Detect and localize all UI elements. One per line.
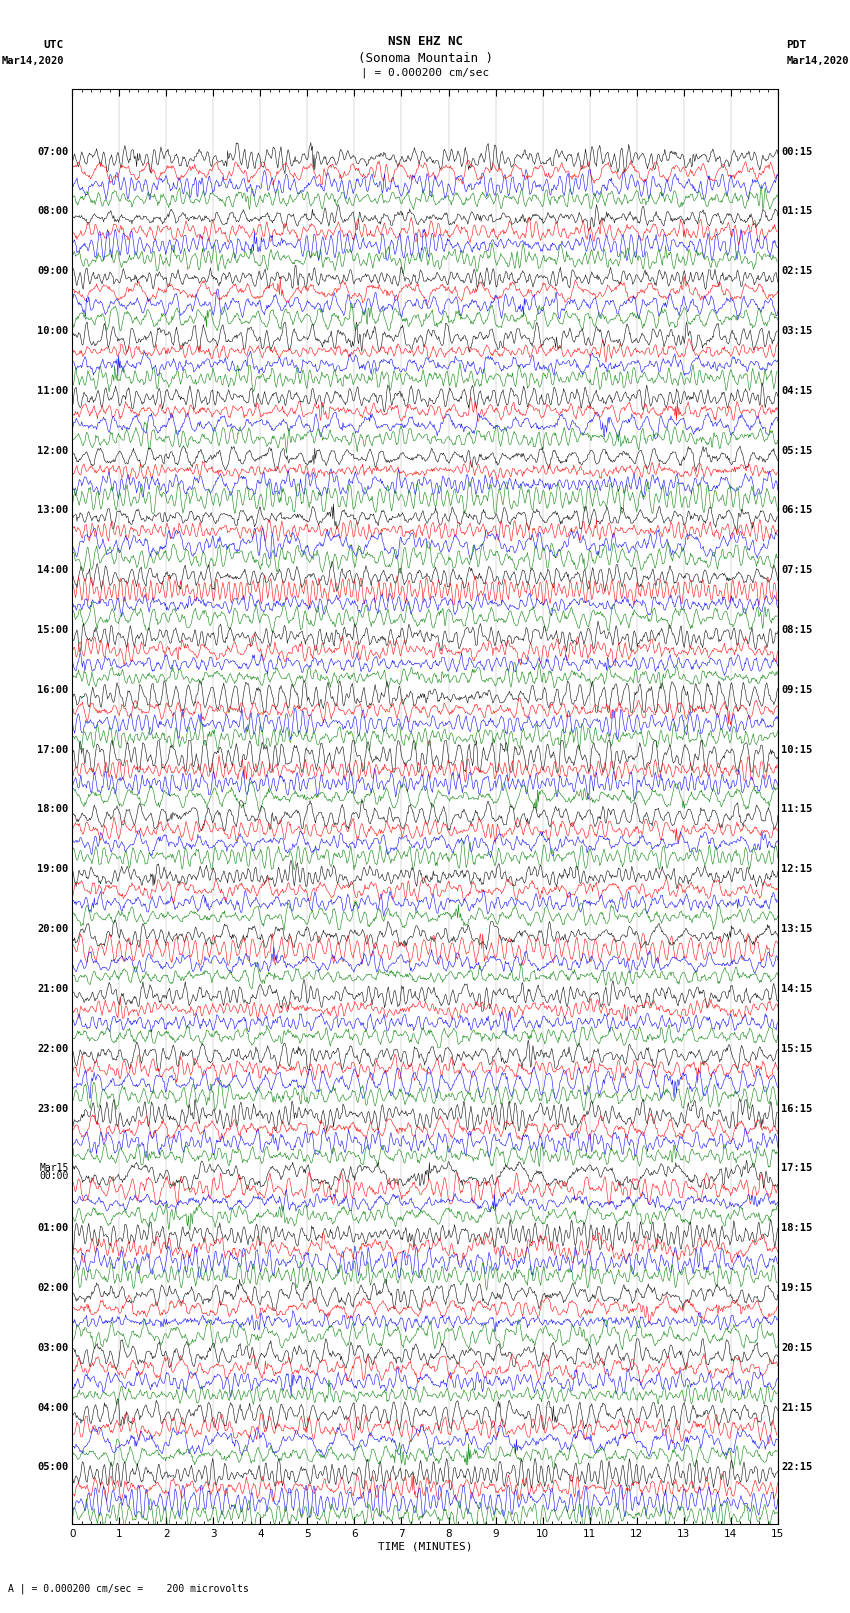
- Text: 14:15: 14:15: [781, 984, 813, 994]
- Text: 19:00: 19:00: [37, 865, 69, 874]
- Text: 12:15: 12:15: [781, 865, 813, 874]
- Text: 16:15: 16:15: [781, 1103, 813, 1113]
- Text: 20:15: 20:15: [781, 1344, 813, 1353]
- Text: 10:15: 10:15: [781, 745, 813, 755]
- Text: 15:00: 15:00: [37, 626, 69, 636]
- Text: 10:00: 10:00: [37, 326, 69, 336]
- Text: 04:00: 04:00: [37, 1403, 69, 1413]
- Text: 15:15: 15:15: [781, 1044, 813, 1053]
- Text: 12:00: 12:00: [37, 445, 69, 455]
- Text: Mar14,2020: Mar14,2020: [786, 56, 849, 66]
- Text: 11:15: 11:15: [781, 805, 813, 815]
- Text: 02:00: 02:00: [37, 1282, 69, 1294]
- Text: Mar15: Mar15: [39, 1163, 69, 1173]
- Text: 00:15: 00:15: [781, 147, 813, 156]
- Text: 17:00: 17:00: [37, 745, 69, 755]
- Text: UTC: UTC: [43, 40, 64, 50]
- Text: 07:15: 07:15: [781, 565, 813, 576]
- Text: 11:00: 11:00: [37, 386, 69, 395]
- Text: Mar14,2020: Mar14,2020: [1, 56, 64, 66]
- Text: 06:15: 06:15: [781, 505, 813, 516]
- X-axis label: TIME (MINUTES): TIME (MINUTES): [377, 1542, 473, 1552]
- Text: 19:15: 19:15: [781, 1282, 813, 1294]
- Text: 00:00: 00:00: [39, 1171, 69, 1181]
- Text: 01:00: 01:00: [37, 1223, 69, 1234]
- Text: PDT: PDT: [786, 40, 807, 50]
- Text: 05:00: 05:00: [37, 1463, 69, 1473]
- Text: 04:15: 04:15: [781, 386, 813, 395]
- Text: 01:15: 01:15: [781, 206, 813, 216]
- Text: 21:15: 21:15: [781, 1403, 813, 1413]
- Text: 03:00: 03:00: [37, 1344, 69, 1353]
- Text: A | = 0.000200 cm/sec =    200 microvolts: A | = 0.000200 cm/sec = 200 microvolts: [8, 1582, 249, 1594]
- Text: (Sonoma Mountain ): (Sonoma Mountain ): [358, 52, 492, 65]
- Text: 18:15: 18:15: [781, 1223, 813, 1234]
- Text: 08:15: 08:15: [781, 626, 813, 636]
- Text: 23:00: 23:00: [37, 1103, 69, 1113]
- Text: 22:00: 22:00: [37, 1044, 69, 1053]
- Text: 20:00: 20:00: [37, 924, 69, 934]
- Text: 18:00: 18:00: [37, 805, 69, 815]
- Text: 21:00: 21:00: [37, 984, 69, 994]
- Text: 02:15: 02:15: [781, 266, 813, 276]
- Text: 14:00: 14:00: [37, 565, 69, 576]
- Text: 09:00: 09:00: [37, 266, 69, 276]
- Text: 13:00: 13:00: [37, 505, 69, 516]
- Text: 13:15: 13:15: [781, 924, 813, 934]
- Text: 07:00: 07:00: [37, 147, 69, 156]
- Text: 03:15: 03:15: [781, 326, 813, 336]
- Text: 08:00: 08:00: [37, 206, 69, 216]
- Text: 22:15: 22:15: [781, 1463, 813, 1473]
- Text: | = 0.000200 cm/sec: | = 0.000200 cm/sec: [361, 68, 489, 79]
- Text: 16:00: 16:00: [37, 686, 69, 695]
- Text: 05:15: 05:15: [781, 445, 813, 455]
- Text: 17:15: 17:15: [781, 1163, 813, 1173]
- Text: 09:15: 09:15: [781, 686, 813, 695]
- Text: NSN EHZ NC: NSN EHZ NC: [388, 35, 462, 48]
